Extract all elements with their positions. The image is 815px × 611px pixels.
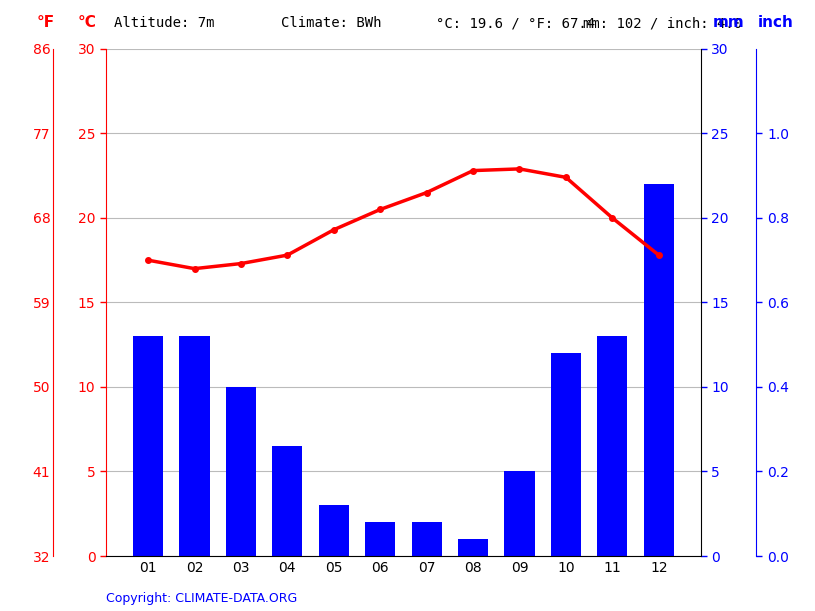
Bar: [272, 446, 302, 556]
Text: °C: 19.6 / °F: 67.4: °C: 19.6 / °F: 67.4: [436, 16, 595, 31]
Bar: [504, 472, 535, 556]
Text: inch: inch: [758, 15, 794, 31]
Bar: [458, 539, 488, 556]
Bar: [412, 522, 442, 556]
Text: °F: °F: [37, 15, 55, 31]
Bar: [365, 522, 395, 556]
Bar: [319, 505, 349, 556]
Text: mm: mm: [713, 15, 745, 31]
Bar: [551, 353, 581, 556]
Text: Climate: BWh: Climate: BWh: [281, 16, 381, 31]
Bar: [226, 387, 256, 556]
Bar: [597, 336, 628, 556]
Bar: [644, 184, 674, 556]
Text: Copyright: CLIMATE-DATA.ORG: Copyright: CLIMATE-DATA.ORG: [106, 592, 297, 605]
Bar: [179, 336, 209, 556]
Text: °C: °C: [77, 15, 96, 31]
Text: Altitude: 7m: Altitude: 7m: [114, 16, 214, 31]
Bar: [133, 336, 163, 556]
Text: mm: 102 / inch: 4.0: mm: 102 / inch: 4.0: [583, 16, 742, 31]
